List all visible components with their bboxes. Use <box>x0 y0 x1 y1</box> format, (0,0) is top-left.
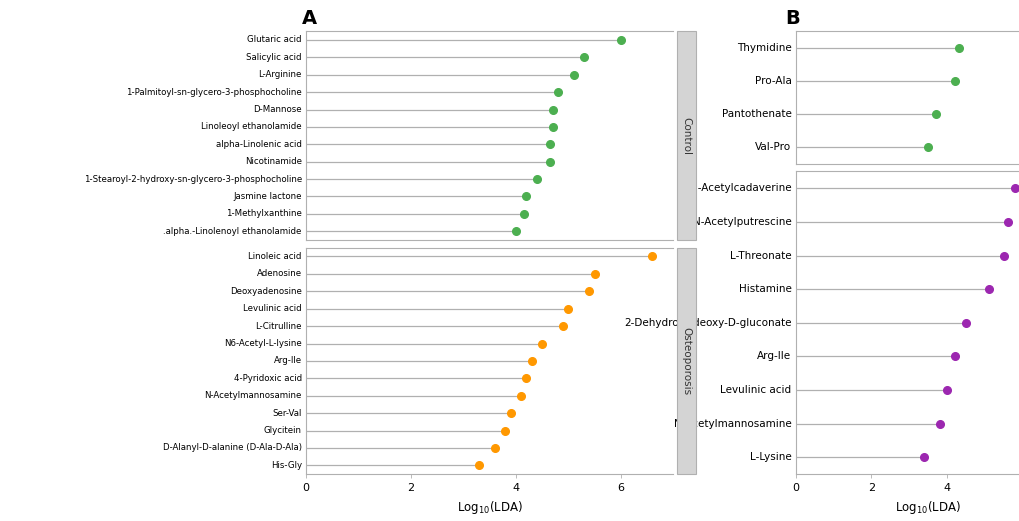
Text: Control: Control <box>681 117 691 155</box>
Text: Osteoporosis: Osteoporosis <box>681 327 691 395</box>
X-axis label: Log$_{10}$(LDA): Log$_{10}$(LDA) <box>457 499 522 516</box>
Text: B: B <box>785 9 799 28</box>
X-axis label: Log$_{10}$(LDA): Log$_{10}$(LDA) <box>895 499 960 516</box>
Text: A: A <box>302 9 317 28</box>
